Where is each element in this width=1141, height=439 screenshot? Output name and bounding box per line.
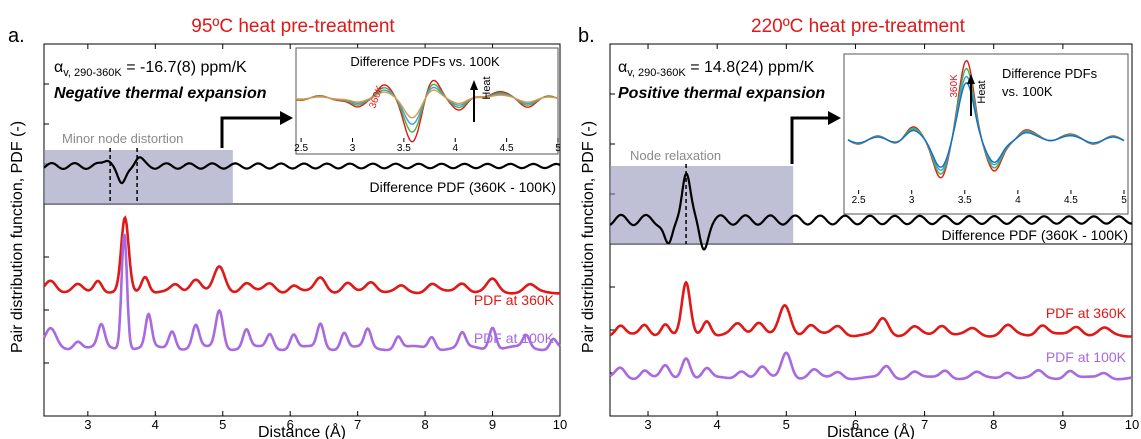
- panel-a-inset-heat-arrowhead: [470, 80, 478, 90]
- panel-a-inset-title: Difference PDFs vs. 100K: [350, 54, 500, 69]
- inset-x-tick-label: 2.5: [852, 195, 866, 206]
- inset-x-tick-label: 4.5: [500, 143, 514, 154]
- panel-a-alpha-value: = -16.7(8) ppm/K: [122, 59, 247, 76]
- x-tick-label: 8: [990, 417, 997, 432]
- panel-a-legend-360K: PDF at 360K: [474, 292, 555, 308]
- panel-a-letter: a.: [8, 25, 25, 47]
- panel-b-alpha-value: = 14.8(24) ppm/K: [686, 59, 815, 76]
- panel-a-inset-heat-label: Heat: [481, 76, 493, 99]
- panel-a-alpha: αv, 290-360K = -16.7(8) ppm/K: [54, 59, 247, 79]
- inset-x-tick-label: 3.5: [397, 143, 411, 154]
- panel-b-difference-line: [609, 172, 1132, 251]
- x-tick-label: 6: [852, 417, 859, 432]
- x-tick-label: 3: [84, 417, 91, 432]
- panel-b-series-100K: [609, 351, 1133, 381]
- panel-b: b. 220ºC heat pre-treatment Pair distrib…: [578, 16, 1139, 439]
- panel-a-inset-ticks: 2.5 3 3.5 4 4.5 5: [294, 138, 561, 154]
- panel-b-series-360K: [609, 280, 1133, 338]
- panel-b-alpha-symbol: α: [618, 59, 627, 76]
- panel-b-inset-heat-label: Heat: [976, 80, 988, 103]
- panel-b-alpha: αv, 290-360K = 14.8(24) ppm/K: [618, 59, 815, 79]
- panel-a-xlabel: Distance (Å): [258, 422, 346, 439]
- panel-b-inset-frame: [843, 53, 1129, 215]
- panel-a-alpha-symbol: α: [54, 59, 63, 76]
- panel-b-letter: b.: [578, 25, 595, 47]
- panel-a-ylabel-group: Pair distribution function, PDF (-): [9, 121, 26, 353]
- inset-x-tick-label: 5: [1121, 195, 1127, 206]
- panel-b-region-box: [610, 166, 794, 244]
- panel-b-inset: Difference PDFs vs. 100K 2.5 3 3.5 4 4.5 5 He…: [843, 53, 1129, 215]
- panel-a-alpha-sub: v, 290-360K: [63, 67, 122, 79]
- panel-a-legend-100K: PDF at 100K: [474, 330, 555, 346]
- x-tick-label: 7: [921, 417, 928, 432]
- panel-a-x-tick-labels: 3 4 5 6 7 8 9 10: [84, 417, 567, 432]
- x-tick-label: 3: [644, 417, 651, 432]
- panel-b-inset-title-2: vs. 100K: [1002, 84, 1053, 99]
- inset-x-tick-label: 4: [452, 143, 458, 154]
- x-tick-label: 5: [219, 417, 226, 432]
- inset-x-tick-label: 2.5: [294, 143, 308, 154]
- panel-a-callout-arrowhead: [280, 111, 293, 125]
- panel-b-legend-360K: PDF at 360K: [1046, 305, 1127, 321]
- inset-series-line: [847, 82, 1125, 168]
- x-tick-label: 10: [1125, 417, 1139, 432]
- panel-b-region-label: Node relaxation: [630, 148, 721, 163]
- panel-a-lower-ticks: [44, 256, 561, 416]
- panel-b-inset-ticks: 2.5 3 3.5 4 4.5 5: [852, 190, 1127, 206]
- panel-a: a. 95ºC heat pre-treatment Pair distribu…: [8, 16, 567, 439]
- inset-x-tick-label: 4: [1015, 195, 1021, 206]
- panel-b-alpha-sub: v, 290-360K: [627, 67, 686, 79]
- panel-b-callout-arrowhead: [828, 111, 841, 125]
- panel-b-title: 220ºC heat pre-treatment: [751, 16, 966, 37]
- inset-series-line: [295, 89, 559, 119]
- panel-b-difference-label: Difference PDF (360K - 100K): [942, 227, 1129, 243]
- panel-b-ylabel: Pair distribution function, PDF (-): [580, 121, 597, 353]
- panel-b-inset-title-1: Difference PDFs: [1002, 66, 1098, 81]
- panel-b-xlabel: Distance (Å): [827, 422, 915, 439]
- panel-a-expansion-label: Negative thermal expansion: [54, 85, 267, 102]
- x-tick-label: 9: [489, 417, 496, 432]
- x-tick-label: 6: [287, 417, 294, 432]
- panel-b-x-tick-labels: 3 4 5 6 7 8 9 10: [644, 417, 1139, 432]
- x-tick-label: 8: [421, 417, 428, 432]
- panel-b-inset-lines: [847, 59, 1125, 179]
- panel-a-ylabel: Pair distribution function, PDF (-): [9, 121, 26, 353]
- panel-b-inset-heat-arrowhead: [967, 74, 975, 84]
- panel-b-inset-temp-label: 360K: [949, 74, 960, 98]
- panel-a-callout-line: [220, 116, 280, 148]
- panel-b-callout-line: [790, 116, 828, 164]
- panel-a-series-100K: [42, 233, 561, 352]
- inset-x-tick-label: 4.5: [1064, 195, 1078, 206]
- panel-a-title: 95ºC heat pre-treatment: [191, 16, 395, 37]
- panel-b-lower-frame: [609, 243, 1133, 417]
- x-tick-label: 9: [1059, 417, 1066, 432]
- inset-x-tick-label: 3: [350, 143, 356, 154]
- panel-a-difference-label: Difference PDF (360K - 100K): [370, 179, 557, 195]
- x-tick-label: 4: [152, 417, 159, 432]
- panel-a-region-label: Minor node distortion: [62, 131, 183, 146]
- panel-b-expansion-label: Positive thermal expansion: [618, 85, 825, 102]
- panel-a-series-360K: [42, 215, 560, 295]
- inset-x-tick-label: 3.5: [958, 195, 972, 206]
- panel-a-inset: Difference PDFs vs. 100K 2.5 3 3.5 4 4.5 5 He…: [294, 47, 561, 155]
- x-tick-label: 5: [783, 417, 790, 432]
- panel-a-difference-line: [43, 156, 561, 185]
- x-tick-label: 10: [553, 417, 567, 432]
- inset-x-tick-label: 3: [909, 195, 915, 206]
- panel-b-legend-100K: PDF at 100K: [1046, 349, 1127, 365]
- panel-a-markers: [109, 148, 138, 204]
- x-tick-label: 7: [354, 417, 361, 432]
- panel-a-inset-lines: [295, 79, 559, 143]
- x-tick-label: 4: [714, 417, 721, 432]
- panel-b-ylabel-group: Pair distribution function, PDF (-): [580, 121, 597, 353]
- inset-x-tick-label: 5: [555, 143, 561, 154]
